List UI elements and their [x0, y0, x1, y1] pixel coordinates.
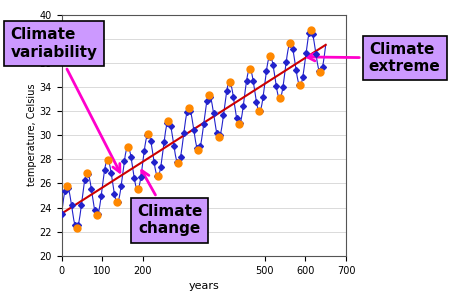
Text: Climate
variability: Climate variability — [10, 27, 120, 172]
X-axis label: years: years — [189, 281, 219, 291]
Y-axis label: temperature, Celsius: temperature, Celsius — [27, 84, 36, 186]
Text: Climate
extreme: Climate extreme — [307, 42, 440, 74]
Text: Climate
change: Climate change — [137, 171, 202, 236]
